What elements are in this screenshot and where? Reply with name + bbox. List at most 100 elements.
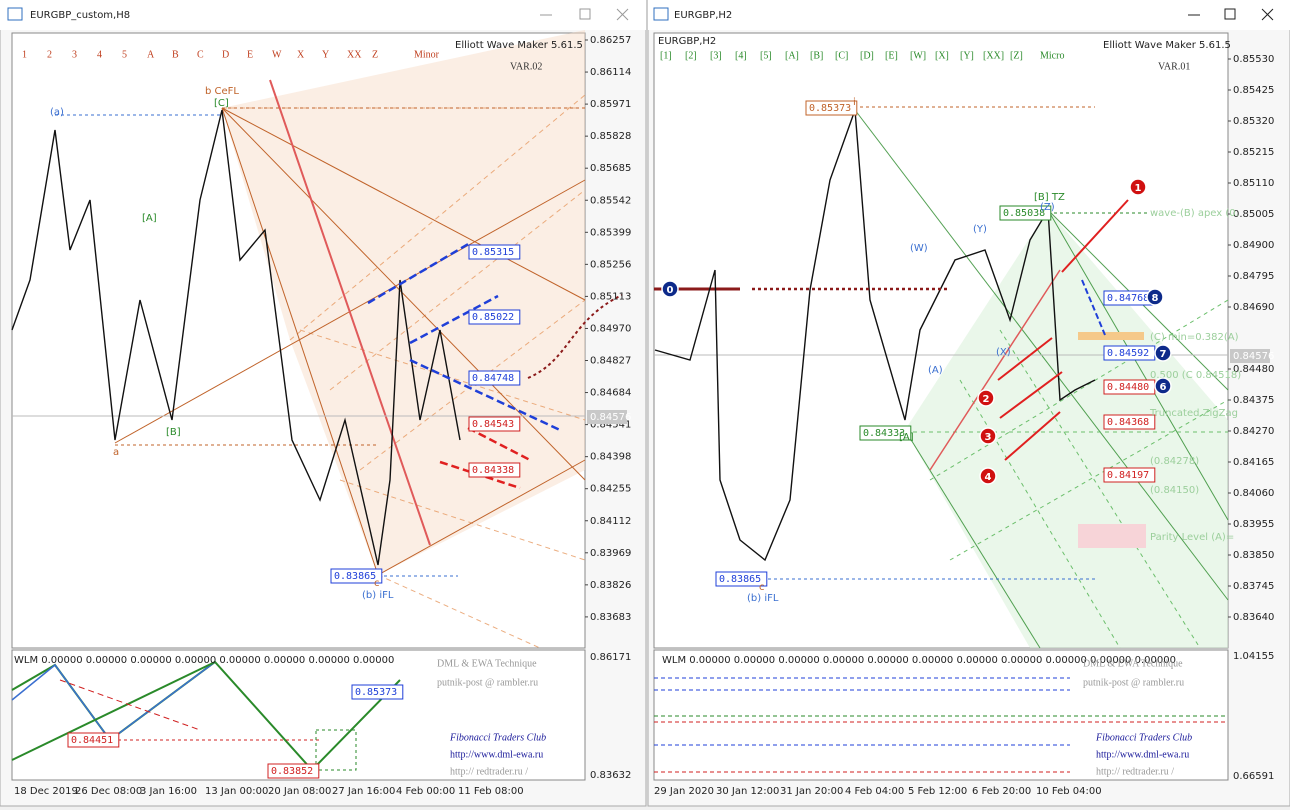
price-tick-label: 0.83955 (1233, 519, 1274, 530)
price-tick-label: 0.85685 (590, 163, 631, 174)
price-box-frame (859, 425, 912, 441)
price-tick-label: 0.84827 (590, 356, 631, 367)
credit: DML & EWA Technique (437, 658, 537, 669)
sub-price-box: 0.83852 (271, 766, 313, 777)
wave-mark: (Y) (973, 224, 987, 235)
wave-label: [B] (810, 50, 823, 61)
price-tick-label: 0.83640 (1233, 612, 1274, 623)
wave-mark: (Z) (1040, 202, 1055, 213)
wave-label: [X] (935, 50, 949, 61)
fib-note: (0.84278) (1150, 456, 1199, 467)
time-label: 27 Jan 16:00 (332, 786, 395, 797)
price-tick-label: 0.84060 (1233, 488, 1274, 499)
wave-mark: [B] (166, 427, 181, 438)
wave-label: XX (347, 49, 362, 60)
fib-note: Truncated ZigZag (1149, 408, 1238, 419)
price-tick-label: 0.85005 (1233, 209, 1274, 220)
sub-lines (654, 677, 1228, 773)
time-label: 10 Feb 04:00 (1036, 786, 1102, 797)
price-tick-label: 0.83850 (1233, 550, 1274, 561)
wave-label: E (247, 49, 253, 60)
wave-mark: (b) iFL (747, 593, 779, 604)
credit: http://www.dml-ewa.ru (1096, 749, 1189, 760)
price-tick-label: 0.84165 (1233, 457, 1274, 468)
marker-circle (979, 467, 997, 485)
sub-tick-label: 1.04155 (1233, 651, 1274, 662)
wave-label: [C] (835, 50, 848, 61)
wave-label: A (147, 49, 155, 60)
signal-arrows (997, 199, 1129, 461)
price-box-frame (468, 370, 521, 386)
time-label: 4 Feb 00:00 (396, 786, 455, 797)
wave-mark: [C] (214, 98, 229, 109)
price-tick-label: 0.85113 (590, 291, 631, 302)
sub-window (11, 649, 586, 781)
price-tick-label: 0.86257 (590, 35, 631, 46)
price-box: 0.84768 (1107, 293, 1149, 304)
wave-label: [W] (910, 50, 926, 61)
time-label: 13 Jan 00:00 (205, 786, 268, 797)
price-tick-label: 0.85828 (590, 131, 631, 142)
marker-label: 4 (985, 472, 992, 483)
window-icon (7, 7, 23, 21)
window-buttons[interactable] (540, 8, 629, 21)
current-price-frame (1230, 349, 1270, 363)
credit: Fibonacci Traders Club (1095, 732, 1192, 743)
wave-mark: (a) (50, 107, 64, 118)
marker-label: 0 (667, 285, 674, 296)
window-title: EURGBP,H2 (674, 10, 732, 21)
price-tick-label: 0.85256 (590, 259, 631, 270)
marker-label: 7 (1160, 349, 1167, 360)
price-tick-label: 0.85110 (1233, 178, 1274, 189)
price-box-frame (330, 568, 383, 584)
fork-shading (654, 106, 1229, 649)
variant: VAR.01 (1158, 61, 1190, 72)
wave-mark: [A] (142, 213, 157, 224)
wave-label: W (272, 49, 282, 60)
wave-mark: c (759, 582, 765, 593)
sub-price-box: 0.84451 (71, 735, 113, 746)
wave-mark: [A] (899, 432, 914, 443)
price-box-frame (805, 100, 858, 116)
wave-mark: c (374, 578, 380, 589)
wave-mark: [B] TZ (1034, 192, 1065, 203)
price-tick-label: 0.85425 (1233, 85, 1274, 96)
window-title: EURGBP_custom,H8 (30, 10, 130, 21)
price-tick-label: 0.85399 (590, 227, 631, 238)
price-tick-label: 0.84398 (590, 452, 631, 463)
fib-note: (C) min=0.382(A) (1150, 332, 1239, 343)
wave-label: [Y] (960, 50, 974, 61)
time-label: 20 Jan 08:00 (268, 786, 331, 797)
sub-lines (11, 660, 401, 772)
price-box-frame (1103, 467, 1156, 483)
price-path (11, 109, 461, 566)
price-tick-label: 0.84480 (1233, 364, 1274, 375)
price-tick-label: 0.83683 (590, 612, 631, 623)
price-box: 0.84543 (472, 419, 514, 430)
fib-note: wave-(B) apex (0. (1150, 208, 1239, 219)
credit: putnik-post @ rambler.ru (437, 677, 538, 688)
wave-label: [2] (685, 50, 697, 61)
credit: http://www.dml-ewa.ru (450, 749, 543, 760)
marker-label: 8 (1152, 293, 1159, 304)
price-box-frame (468, 462, 521, 478)
price-tick-label: 0.85971 (590, 99, 631, 110)
time-label: 4 Feb 04:00 (845, 786, 904, 797)
wave-mark: (b) iFL (362, 590, 394, 601)
marker-label: 2 (983, 394, 990, 405)
window-buttons[interactable] (1188, 8, 1274, 21)
price-tick-label: 0.83969 (590, 548, 631, 559)
marker-circle (979, 427, 997, 445)
link-arrow (527, 294, 623, 379)
time-label: 11 Feb 08:00 (458, 786, 524, 797)
price-tick-label: 0.86114 (590, 67, 631, 78)
marker-circle (661, 280, 679, 298)
time-label: 5 Feb 12:00 (908, 786, 967, 797)
wave-label: [3] (710, 50, 722, 61)
credit: putnik-post @ rambler.ru (1083, 677, 1184, 688)
marker-circle (977, 389, 995, 407)
time-label: 3 Jan 16:00 (140, 786, 197, 797)
wave-label: 3 (72, 49, 77, 60)
wlm-readout: WLM 0.00000 0.00000 0.00000 0.00000 0.00… (662, 655, 1176, 666)
